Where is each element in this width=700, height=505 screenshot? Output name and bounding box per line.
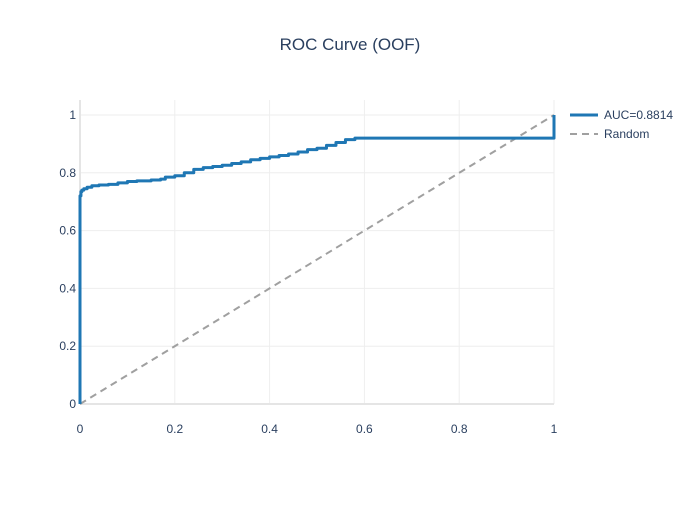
series-line-random	[79, 114, 555, 405]
x-tick-label: 0.4	[261, 422, 278, 436]
legend[interactable]: AUC=0.8814 Random	[570, 108, 673, 141]
chart-title: ROC Curve (OOF)	[280, 35, 421, 54]
series-line-roc	[78, 115, 556, 404]
legend-item[interactable]: AUC=0.8814	[570, 108, 673, 122]
legend-label: AUC=0.8814	[604, 108, 673, 122]
x-tick-label: 0	[77, 422, 84, 436]
tick-layer: 0 0.2 0.4 0.6 0.8 1 0 0.2 0.4 0.6 0.8 1	[59, 108, 557, 436]
legend-label: Random	[604, 127, 649, 141]
x-tick-label: 0.2	[166, 422, 183, 436]
y-tick-label: 0.2	[59, 339, 76, 353]
series-layer	[78, 114, 556, 405]
legend-item[interactable]: Random	[570, 127, 649, 141]
y-tick-label: 0.8	[59, 166, 76, 180]
x-tick-label: 0.6	[356, 422, 373, 436]
x-tick-label: 1	[551, 422, 558, 436]
y-tick-label: 0	[69, 397, 76, 411]
x-tick-label: 0.8	[451, 422, 468, 436]
grid-layer	[79, 100, 555, 405]
y-tick-label: 1	[69, 108, 76, 122]
y-tick-label: 0.6	[59, 224, 76, 238]
y-tick-label: 0.4	[59, 281, 76, 295]
